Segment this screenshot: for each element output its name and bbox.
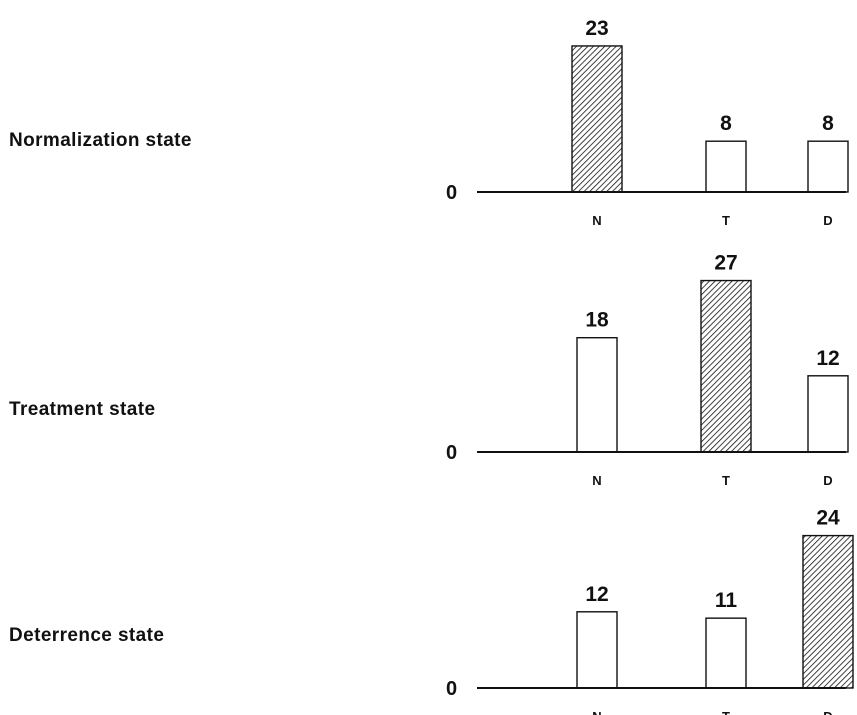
panel-label-normalization: Normalization state bbox=[9, 130, 192, 151]
bar-deterrence-d bbox=[802, 534, 854, 689]
bar-treatment-t bbox=[700, 279, 752, 453]
category-label-normalization-d: D bbox=[823, 213, 832, 228]
category-label-normalization-t: T bbox=[722, 213, 730, 228]
bar-deterrence-t bbox=[705, 617, 747, 689]
value-label-treatment-t: 27 bbox=[714, 252, 737, 275]
value-label-deterrence-t: 11 bbox=[715, 589, 738, 612]
category-label-treatment-t: T bbox=[722, 473, 730, 488]
bar-normalization-d bbox=[807, 140, 849, 193]
bar-deterrence-n bbox=[576, 611, 618, 689]
value-label-treatment-n: 18 bbox=[585, 309, 609, 332]
panel-label-deterrence: Deterrence state bbox=[9, 625, 165, 646]
value-label-normalization-t: 8 bbox=[720, 112, 732, 135]
value-label-normalization-d: 8 bbox=[822, 112, 834, 135]
bar-treatment-d bbox=[807, 375, 849, 453]
value-label-deterrence-n: 12 bbox=[585, 583, 608, 606]
zero-label-deterrence: 0 bbox=[446, 678, 457, 700]
bar-normalization-n bbox=[571, 45, 623, 193]
category-label-treatment-d: D bbox=[823, 473, 832, 488]
category-label-deterrence-d: D bbox=[823, 709, 832, 715]
value-label-deterrence-d: 24 bbox=[816, 507, 840, 530]
bar-normalization-t bbox=[705, 140, 747, 193]
value-label-treatment-d: 12 bbox=[816, 347, 839, 370]
category-label-treatment-n: N bbox=[592, 473, 601, 488]
category-label-deterrence-n: N bbox=[592, 709, 601, 715]
panel-label-treatment: Treatment state bbox=[9, 399, 156, 420]
category-label-normalization-n: N bbox=[592, 213, 601, 228]
category-label-deterrence-t: T bbox=[722, 709, 730, 715]
zero-label-normalization: 0 bbox=[446, 182, 457, 204]
zero-label-treatment: 0 bbox=[446, 442, 457, 464]
bar-treatment-n bbox=[576, 337, 618, 453]
value-label-normalization-n: 23 bbox=[585, 17, 608, 40]
